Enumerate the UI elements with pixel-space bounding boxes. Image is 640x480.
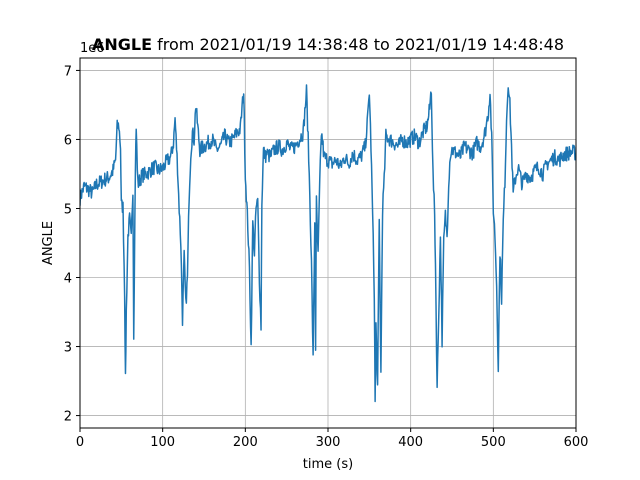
x-tick-label: 300: [316, 435, 341, 450]
x-axis-label: time (s): [303, 457, 353, 472]
x-tick-label: 100: [150, 435, 175, 450]
y-tick-label: 3: [64, 341, 72, 356]
x-tick-label: 0: [76, 435, 84, 450]
y-tick-label: 2: [64, 410, 72, 425]
x-tick-label: 400: [398, 435, 423, 450]
x-axis: 0 100 200 300 400 500 600: [76, 428, 589, 450]
y-offset-label: 1e6: [80, 41, 105, 56]
y-tick-label: 4: [64, 272, 72, 287]
y-tick-label: 6: [64, 133, 72, 148]
plot-area: [80, 84, 576, 403]
chart-title-bold: ANGLE: [92, 35, 152, 54]
y-axis: 2 3 4 5 6 7: [64, 64, 80, 425]
grid: [79, 58, 577, 428]
y-tick-label: 5: [64, 202, 72, 217]
chart-title-rest: from 2021/01/19 14:38:48 to 2021/01/19 1…: [152, 35, 564, 54]
x-tick-label: 600: [564, 435, 589, 450]
y-axis-label: ANGLE: [41, 221, 56, 265]
series-line-0: [80, 84, 576, 403]
chart-title: ANGLE from 2021/01/19 14:38:48 to 2021/0…: [92, 35, 564, 54]
x-tick-label: 500: [481, 435, 506, 450]
x-tick-label: 200: [233, 435, 258, 450]
y-tick-label: 7: [64, 64, 72, 79]
